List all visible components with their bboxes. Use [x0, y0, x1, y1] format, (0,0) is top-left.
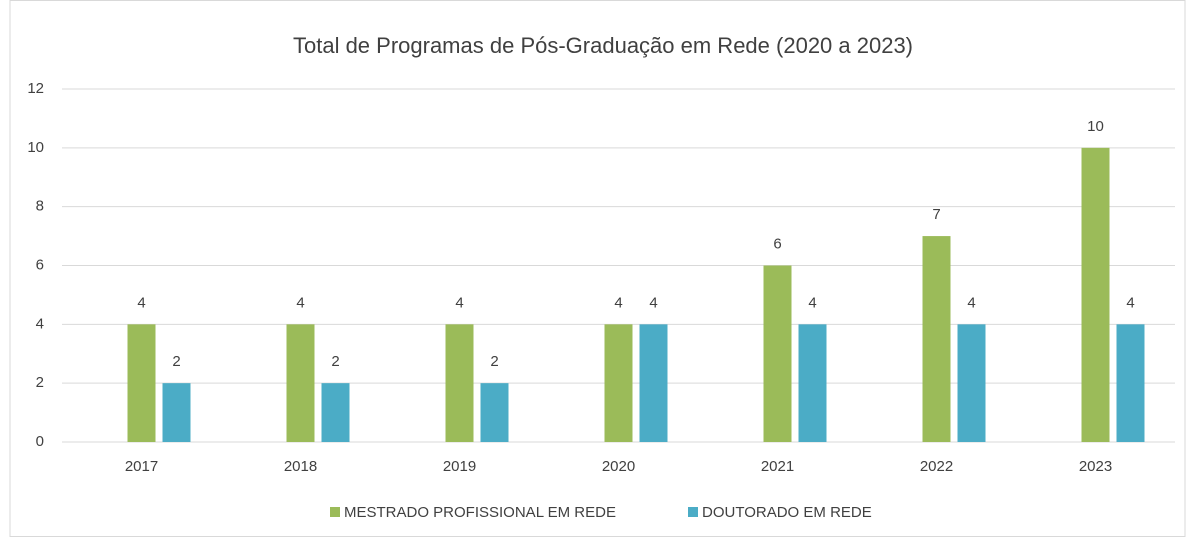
bar	[957, 324, 986, 442]
data-label: 2	[490, 353, 498, 370]
legend-label: MESTRADO PROFISSIONAL EM REDE	[344, 504, 616, 521]
data-label: 4	[1126, 294, 1134, 311]
data-label: 4	[455, 294, 463, 311]
bar	[480, 383, 509, 442]
bar	[798, 324, 827, 442]
x-tick-label: 2022	[920, 458, 953, 475]
data-label: 4	[296, 294, 304, 311]
x-tick-label: 2019	[443, 458, 476, 475]
bar	[162, 383, 191, 442]
bar	[321, 383, 350, 442]
y-tick-label: 8	[36, 198, 44, 215]
data-label: 6	[773, 235, 781, 252]
chart-title: Total de Programas de Pós-Graduação em R…	[293, 33, 913, 58]
data-label: 2	[172, 353, 180, 370]
data-label: 4	[614, 294, 622, 311]
bar	[286, 324, 315, 442]
x-tick-label: 2021	[761, 458, 794, 475]
data-label: 4	[137, 294, 145, 311]
y-tick-label: 6	[36, 256, 44, 273]
bar	[639, 324, 668, 442]
bar	[922, 236, 951, 442]
data-label: 7	[932, 206, 940, 223]
bar	[604, 324, 633, 442]
data-label: 4	[967, 294, 975, 311]
bar	[1081, 147, 1110, 443]
x-tick-label: 2017	[125, 458, 158, 475]
x-tick-label: 2023	[1079, 458, 1112, 475]
legend-swatch	[688, 507, 698, 517]
bar	[445, 324, 474, 442]
legend-swatch	[330, 507, 340, 517]
x-tick-label: 2018	[284, 458, 317, 475]
y-tick-label: 2	[36, 374, 44, 391]
data-label: 2	[331, 353, 339, 370]
chart-frame	[9, 0, 1186, 537]
y-tick-label: 10	[27, 139, 44, 156]
y-tick-label: 12	[27, 80, 44, 97]
data-label: 4	[808, 294, 816, 311]
x-tick-label: 2020	[602, 458, 635, 475]
legend-label: DOUTORADO EM REDE	[702, 504, 872, 521]
y-tick-label: 0	[36, 433, 44, 450]
bar	[127, 324, 156, 442]
y-tick-label: 4	[36, 315, 44, 332]
data-label: 4	[649, 294, 657, 311]
bar	[1116, 324, 1145, 442]
data-label: 10	[1087, 118, 1104, 135]
bar	[763, 265, 792, 442]
